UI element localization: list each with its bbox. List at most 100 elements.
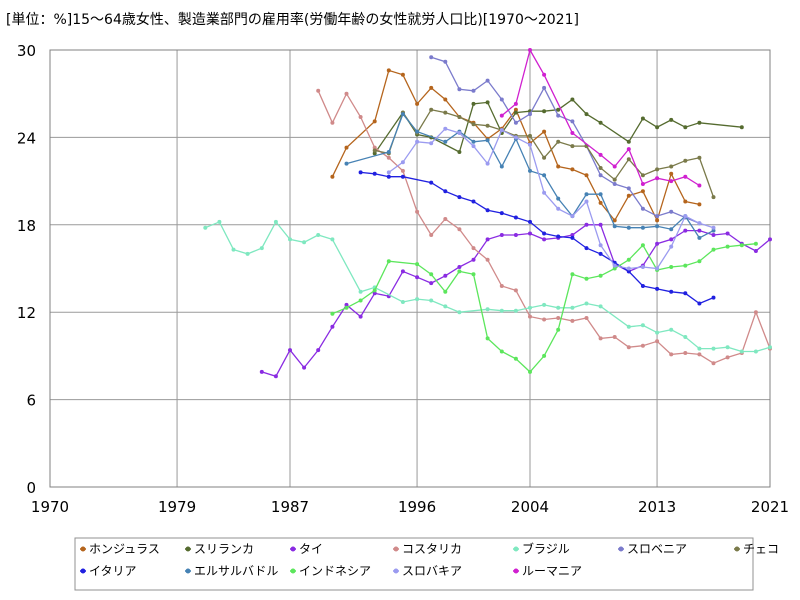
series-line xyxy=(332,243,756,373)
data-point xyxy=(612,224,617,229)
legend-swatch-marker xyxy=(393,546,399,552)
legend-label: スロベニア xyxy=(627,542,687,556)
data-point xyxy=(542,72,547,77)
data-point xyxy=(556,305,561,310)
series-コスタリカ xyxy=(316,88,772,366)
data-point xyxy=(471,122,476,127)
data-point xyxy=(598,120,603,125)
data-point xyxy=(584,192,589,197)
data-point xyxy=(499,284,504,288)
data-point xyxy=(626,266,631,271)
y-tick-label: 0 xyxy=(26,479,36,497)
data-point xyxy=(415,101,420,106)
data-point xyxy=(669,265,674,269)
data-point xyxy=(598,304,603,309)
data-point xyxy=(626,225,631,230)
data-point xyxy=(640,225,645,230)
data-point xyxy=(429,55,434,60)
data-point xyxy=(513,308,518,313)
data-point xyxy=(683,335,688,339)
data-point xyxy=(669,244,674,249)
data-point xyxy=(570,119,575,124)
data-point xyxy=(485,100,490,105)
data-point xyxy=(457,310,462,315)
data-point xyxy=(302,240,307,245)
data-point xyxy=(429,233,434,237)
data-point xyxy=(457,195,462,200)
data-point xyxy=(471,101,476,106)
data-point xyxy=(259,369,264,374)
data-point xyxy=(753,310,758,315)
data-point xyxy=(245,251,250,256)
data-point xyxy=(513,101,518,106)
data-point xyxy=(640,189,645,194)
data-point xyxy=(330,174,335,179)
data-point xyxy=(485,161,490,166)
data-point xyxy=(499,113,504,118)
data-point xyxy=(231,247,236,252)
series-line xyxy=(374,108,715,198)
series-group xyxy=(203,48,772,379)
data-point xyxy=(316,88,321,93)
x-tick-label: 1970 xyxy=(31,498,69,516)
data-point xyxy=(612,335,617,339)
data-point xyxy=(386,174,391,179)
data-point xyxy=(443,273,448,278)
data-point xyxy=(570,144,575,149)
data-point xyxy=(415,275,420,280)
data-point xyxy=(429,298,434,303)
data-point xyxy=(443,189,448,194)
data-point xyxy=(640,284,645,288)
data-point xyxy=(273,374,278,379)
legend-label: ホンジュラス xyxy=(89,542,160,556)
data-point xyxy=(542,302,547,307)
data-point xyxy=(513,107,518,112)
data-point xyxy=(513,356,518,361)
data-point xyxy=(683,174,688,179)
data-point xyxy=(457,269,462,274)
data-point xyxy=(556,113,561,118)
data-point xyxy=(683,291,688,296)
data-point xyxy=(598,243,603,248)
data-point xyxy=(669,179,674,184)
data-point xyxy=(443,126,448,131)
data-point xyxy=(499,211,504,216)
data-point xyxy=(471,144,476,149)
data-point xyxy=(528,168,532,173)
data-point xyxy=(739,349,744,354)
data-point xyxy=(753,241,758,246)
data-point xyxy=(739,243,744,248)
legend-item: インドネシア xyxy=(290,564,371,578)
data-point xyxy=(471,257,476,262)
data-point xyxy=(570,167,575,172)
data-point xyxy=(556,164,561,169)
data-point xyxy=(372,151,377,156)
data-point xyxy=(655,286,660,291)
data-point xyxy=(626,193,631,198)
data-point xyxy=(471,88,476,93)
data-point xyxy=(626,139,631,144)
data-point xyxy=(358,170,363,175)
data-point xyxy=(711,195,716,200)
data-point xyxy=(372,145,377,150)
data-point xyxy=(400,72,405,77)
data-point xyxy=(542,155,547,160)
data-point xyxy=(400,269,405,274)
data-point xyxy=(655,176,660,181)
data-point xyxy=(669,227,674,232)
data-point xyxy=(330,237,335,242)
data-point xyxy=(485,257,490,262)
legend-swatch-marker xyxy=(185,568,191,574)
data-point xyxy=(556,139,561,144)
series-line xyxy=(374,98,742,154)
x-axis-ticks: 1970 1979 1987 1996 2004 2013 2021 xyxy=(31,498,789,516)
data-point xyxy=(669,209,674,214)
legend-item: スロベニア xyxy=(618,542,687,556)
data-point xyxy=(697,235,702,240)
data-point xyxy=(429,141,434,146)
series-ルーマニア xyxy=(499,48,702,188)
data-point xyxy=(655,330,660,335)
data-point xyxy=(542,317,547,322)
data-point xyxy=(513,135,518,140)
data-point xyxy=(542,353,547,358)
